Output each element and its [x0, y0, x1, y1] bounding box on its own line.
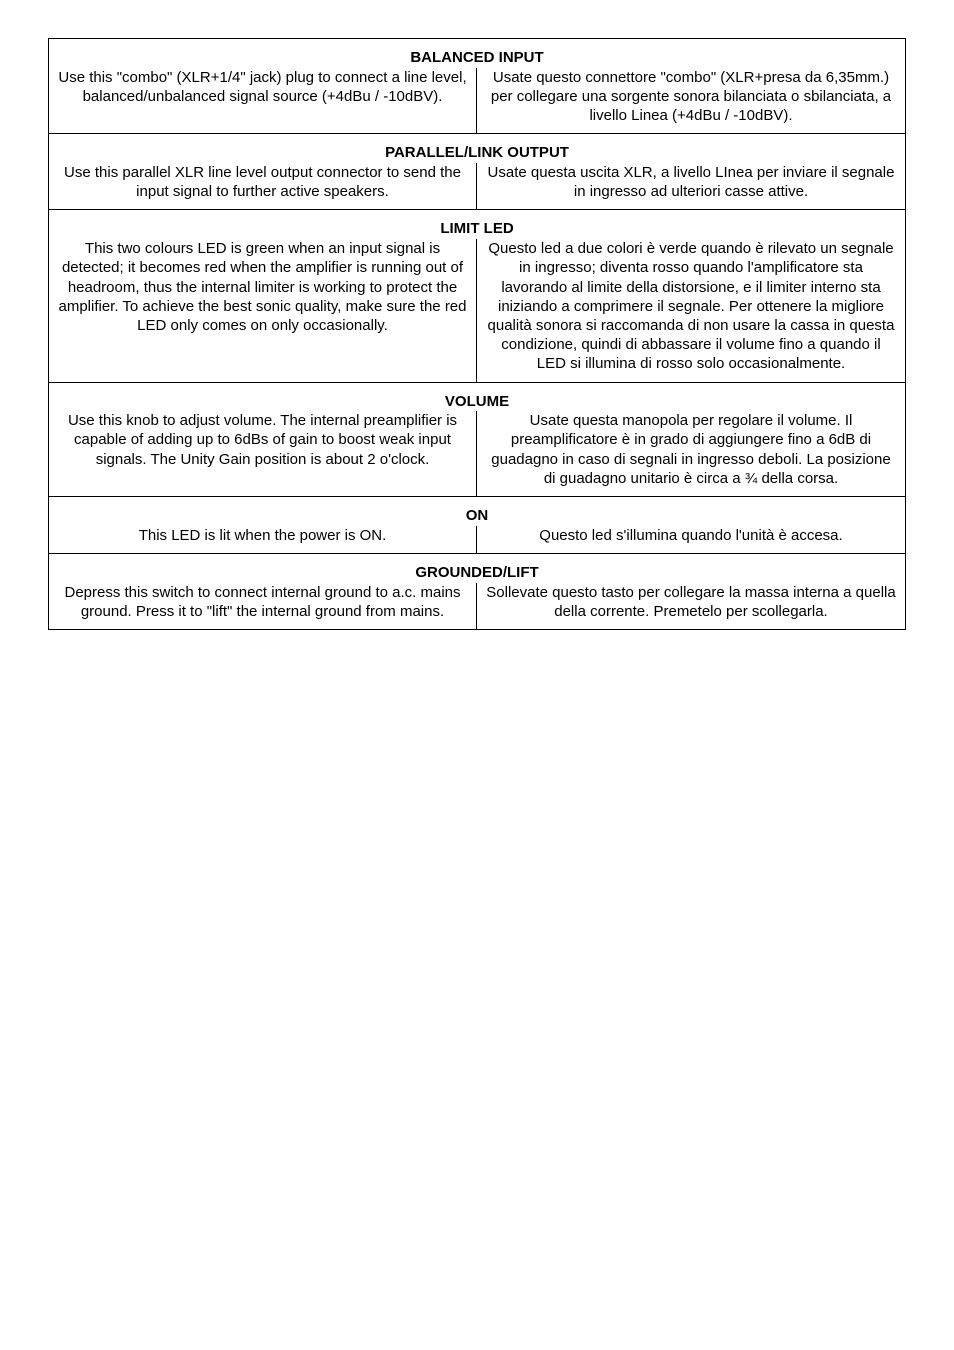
section-parallel-link-output: PARALLEL/LINK OUTPUT Use this parallel X… — [49, 133, 905, 209]
section-on: ON This LED is lit when the power is ON.… — [49, 496, 905, 553]
section-columns: Depress this switch to connect internal … — [49, 583, 905, 629]
specification-table: BALANCED INPUT Use this "combo" (XLR+1/4… — [48, 38, 906, 630]
section-heading: PARALLEL/LINK OUTPUT — [49, 134, 905, 163]
section-heading: ON — [49, 497, 905, 526]
section-limit-led: LIMIT LED This two colours LED is green … — [49, 209, 905, 381]
section-text-it: Usate questa manopola per regolare il vo… — [477, 411, 905, 496]
paragraph: This two colours LED is green when an in… — [57, 239, 468, 335]
section-volume: VOLUME Use this knob to adjust volume. T… — [49, 382, 905, 497]
paragraph: Use this knob to adjust volume. The inte… — [57, 411, 468, 469]
section-heading: GROUNDED/LIFT — [49, 554, 905, 583]
section-text-it: Questo led a due colori è verde quando è… — [477, 239, 905, 381]
paragraph: Questo led s'illumina quando l'unità è a… — [485, 526, 897, 545]
paragraph: Usate questo connettore "combo" (XLR+pre… — [485, 68, 897, 126]
section-heading: LIMIT LED — [49, 210, 905, 239]
paragraph: Use this "combo" (XLR+1/4" jack) plug to… — [57, 68, 468, 106]
paragraph: This LED is lit when the power is ON. — [57, 526, 468, 545]
section-text-en: Use this "combo" (XLR+1/4" jack) plug to… — [49, 68, 477, 134]
section-balanced-input: BALANCED INPUT Use this "combo" (XLR+1/4… — [49, 39, 905, 133]
section-text-it: Usate questa uscita XLR, a livello LInea… — [477, 163, 905, 209]
section-text-en: This two colours LED is green when an in… — [49, 239, 477, 381]
section-columns: Use this parallel XLR line level output … — [49, 163, 905, 209]
paragraph: Questo led a due colori è verde quando è… — [485, 239, 897, 373]
paragraph: Depress this switch to connect internal … — [57, 583, 468, 621]
section-text-it: Usate questo connettore "combo" (XLR+pre… — [477, 68, 905, 134]
paragraph: Use this parallel XLR line level output … — [57, 163, 468, 201]
section-grounded-lift: GROUNDED/LIFT Depress this switch to con… — [49, 553, 905, 629]
section-text-en: This LED is lit when the power is ON. — [49, 526, 477, 553]
section-text-en: Depress this switch to connect internal … — [49, 583, 477, 629]
section-text-it: Questo led s'illumina quando l'unità è a… — [477, 526, 905, 553]
section-heading: VOLUME — [49, 383, 905, 412]
paragraph: Usate questa manopola per regolare il vo… — [485, 411, 897, 488]
section-columns: This two colours LED is green when an in… — [49, 239, 905, 381]
section-heading: BALANCED INPUT — [49, 39, 905, 68]
paragraph: Sollevate questo tasto per collegare la … — [485, 583, 897, 621]
section-text-it: Sollevate questo tasto per collegare la … — [477, 583, 905, 629]
section-columns: This LED is lit when the power is ON. Qu… — [49, 526, 905, 553]
section-text-en: Use this parallel XLR line level output … — [49, 163, 477, 209]
section-columns: Use this "combo" (XLR+1/4" jack) plug to… — [49, 68, 905, 134]
document-page: BALANCED INPUT Use this "combo" (XLR+1/4… — [0, 0, 954, 630]
section-columns: Use this knob to adjust volume. The inte… — [49, 411, 905, 496]
section-text-en: Use this knob to adjust volume. The inte… — [49, 411, 477, 496]
paragraph: Usate questa uscita XLR, a livello LInea… — [485, 163, 897, 201]
